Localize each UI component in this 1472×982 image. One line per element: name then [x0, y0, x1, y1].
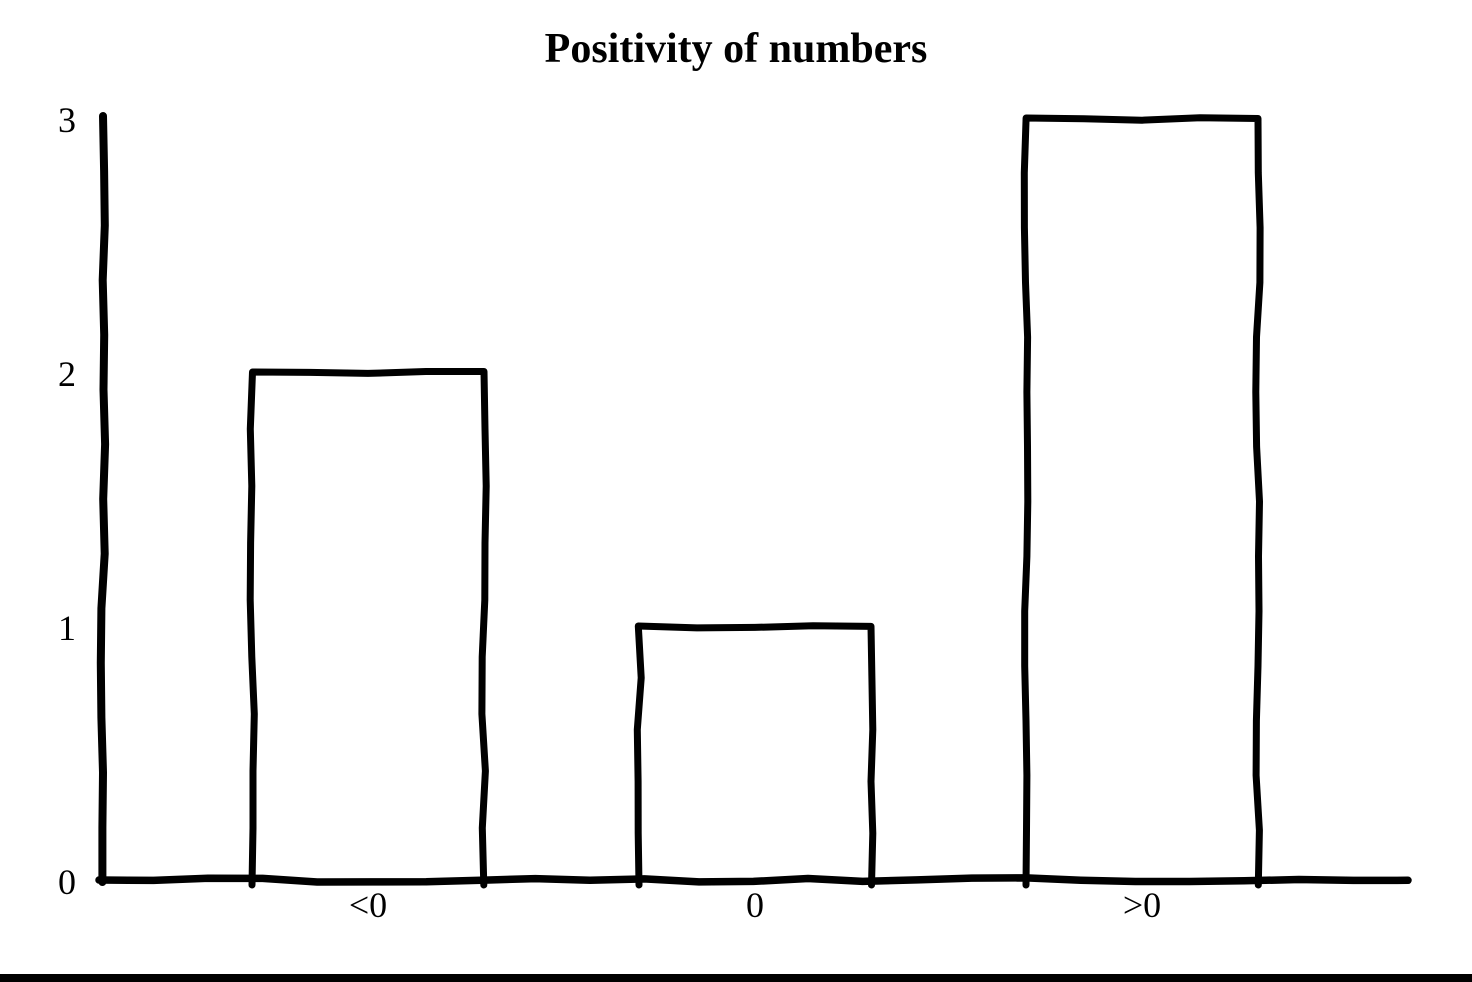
- x-category-label: <0: [349, 885, 387, 925]
- x-axis: [95, 874, 1412, 886]
- chart-title: Positivity of numbers: [544, 26, 928, 72]
- bar-1: [633, 622, 877, 889]
- y-tick-label: 3: [58, 100, 76, 140]
- y-tick-label: 0: [58, 862, 76, 902]
- x-category-label: >0: [1123, 885, 1161, 925]
- y-tick-label: 2: [58, 354, 76, 394]
- y-axis: [96, 112, 110, 886]
- bottom-border: [0, 974, 1472, 982]
- bar-2: [1020, 114, 1264, 889]
- y-tick-label: 1: [58, 608, 76, 648]
- x-category-label: 0: [746, 885, 764, 925]
- bar-0: [246, 368, 490, 889]
